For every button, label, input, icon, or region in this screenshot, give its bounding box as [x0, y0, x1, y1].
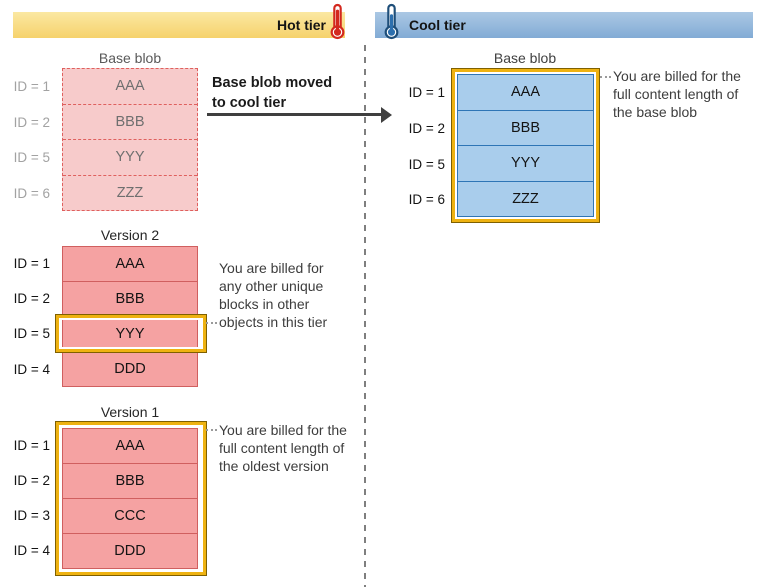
cool-base-blob-table: AAA BBB YYY ZZZ [457, 74, 594, 217]
note-line: full content length of [219, 440, 345, 456]
hot-base-blob-table: AAA BBB YYY ZZZ [62, 68, 198, 211]
note-line: You are billed for the [613, 68, 741, 84]
move-arrow-line [207, 113, 382, 116]
block-id-label: ID = 4 [13, 362, 50, 377]
block-id-label: ID = 5 [13, 149, 50, 165]
block-id-label: ID = 1 [13, 438, 50, 453]
cool-base-blob-note: You are billed for the full content leng… [613, 67, 741, 121]
block-cell: YYY [63, 139, 197, 175]
block-id-label: ID = 1 [13, 256, 50, 271]
block-cell: BBB [63, 103, 197, 140]
cool-tier-bar: Cool tier [375, 12, 753, 38]
version-2-table: AAA BBB YYY DDD [62, 246, 198, 387]
version-1-title: Version 1 [100, 404, 160, 420]
note-leader-line [600, 76, 611, 78]
note-line: You are billed for [219, 260, 324, 276]
block-cell: DDD [63, 351, 197, 386]
note-line: blocks in other [219, 296, 310, 312]
hot-base-blob-title: Base blob [98, 50, 162, 66]
move-arrow-head-icon [381, 107, 392, 123]
tier-separator-line [364, 45, 366, 587]
thermometer-cold-icon [384, 3, 399, 45]
block-cell: AAA [115, 438, 145, 454]
version-2-note: You are billed for any other unique bloc… [219, 259, 327, 331]
hot-tier-label: Hot tier [277, 17, 326, 33]
block-id-label: ID = 6 [13, 185, 50, 201]
version-1-note: You are billed for the full content leng… [219, 421, 347, 475]
move-arrow-label-line1: Base blob moved [212, 75, 333, 91]
note-line: any other unique [219, 278, 324, 294]
block-id-label: ID = 4 [13, 543, 50, 558]
block-cell: ZZZ [63, 174, 197, 211]
block-cell: AAA [115, 256, 145, 272]
block-cell: ZZZ [458, 180, 593, 217]
block-cell: BBB [458, 109, 593, 146]
block-id-label: ID = 5 [408, 156, 445, 172]
note-line: the oldest version [219, 458, 329, 474]
hot-tier-bar: Hot tier [13, 12, 345, 38]
block-id-label: ID = 2 [13, 114, 50, 130]
block-cell: YYY [63, 316, 197, 351]
block-id-label: ID = 2 [13, 291, 50, 306]
block-id-label: ID = 1 [13, 78, 50, 94]
block-cell: AAA [115, 78, 145, 95]
block-cell: BBB [63, 463, 197, 498]
block-cell: CCC [63, 498, 197, 533]
note-line: full content length of [613, 86, 739, 102]
cool-base-blob-title: Base blob [493, 50, 557, 66]
version-2-title: Version 2 [100, 227, 160, 243]
block-id-label: ID = 1 [408, 84, 445, 100]
note-line: You are billed for the [219, 422, 347, 438]
block-cell: BBB [63, 281, 197, 316]
block-cell: DDD [63, 533, 197, 568]
note-line: objects in this tier [219, 314, 328, 330]
move-arrow-label: Base blob moved to cool tier [212, 73, 332, 113]
version-1-table: AAA BBB CCC DDD [62, 428, 198, 569]
note-leader-line [206, 322, 217, 324]
cool-tier-label: Cool tier [409, 17, 466, 33]
block-cell: AAA [510, 84, 540, 101]
block-id-label: ID = 5 [13, 326, 50, 341]
note-line: the base blob [613, 104, 698, 120]
block-id-label: ID = 6 [408, 191, 445, 207]
block-id-label: ID = 2 [408, 120, 445, 136]
block-cell: YYY [458, 145, 593, 181]
block-id-label: ID = 2 [13, 473, 50, 488]
block-id-label: ID = 3 [13, 508, 50, 523]
note-leader-line [206, 429, 217, 431]
move-arrow-label-line2: to cool tier [212, 95, 287, 111]
thermometer-hot-icon [330, 3, 345, 45]
